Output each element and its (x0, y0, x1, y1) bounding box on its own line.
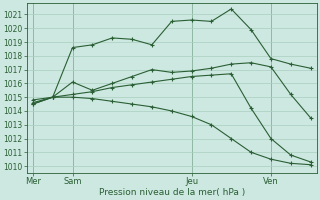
X-axis label: Pression niveau de la mer( hPa ): Pression niveau de la mer( hPa ) (99, 188, 245, 197)
